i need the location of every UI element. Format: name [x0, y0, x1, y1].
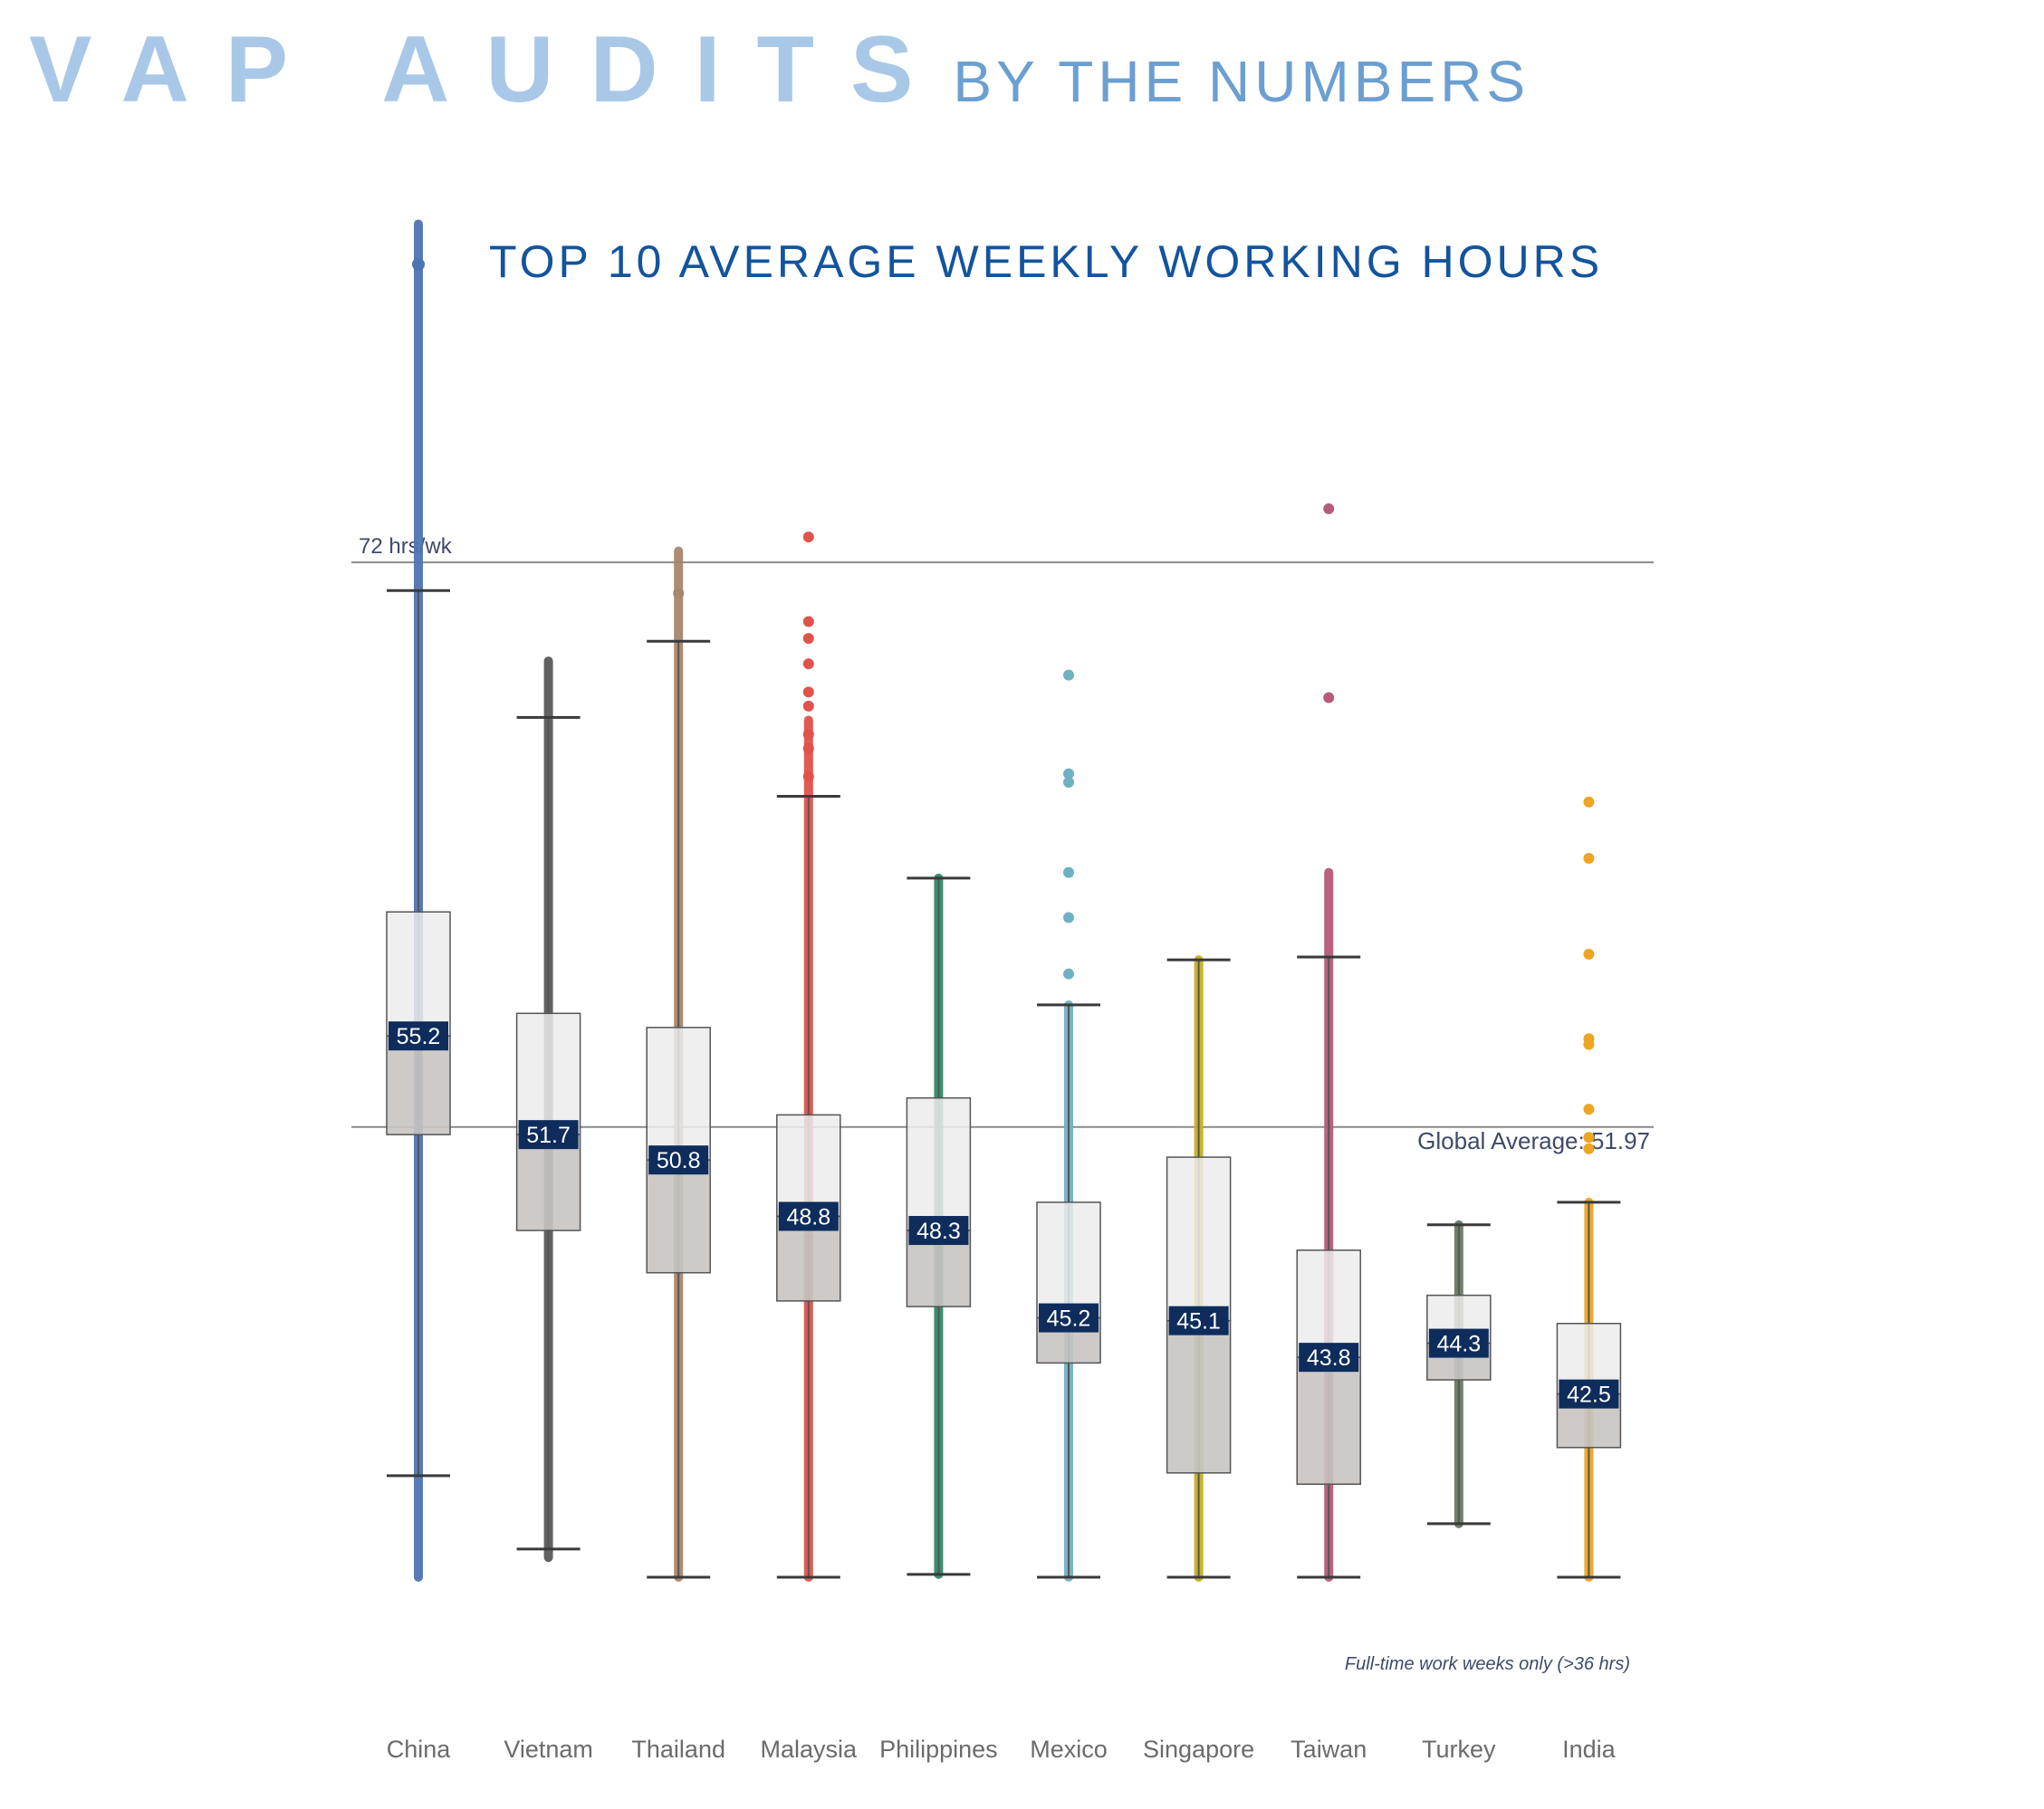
- median-label-bg: [1428, 1328, 1489, 1358]
- box-group-turkey: 44.3 Turkey: [1422, 1220, 1496, 1763]
- outlier-point: [1063, 968, 1074, 980]
- outlier-point: [1583, 1143, 1595, 1154]
- category-label: Malaysia: [761, 1736, 859, 1763]
- chart-note: Full-time work weeks only (>36 hrs): [1345, 1654, 1630, 1674]
- box-lower: [646, 1159, 711, 1274]
- category-label: Mexico: [1030, 1736, 1108, 1763]
- outlier-point: [1063, 912, 1074, 924]
- median-label: 44.3: [1436, 1332, 1481, 1357]
- median-label: 45.2: [1047, 1306, 1091, 1332]
- outlier-point: [1063, 776, 1074, 788]
- median-label-bg: [1559, 1379, 1619, 1409]
- box-upper: [776, 1114, 841, 1218]
- outlier-point: [1063, 669, 1074, 681]
- category-label: China: [387, 1736, 452, 1763]
- outlier-point: [802, 686, 814, 698]
- median-label: 45.1: [1176, 1309, 1221, 1335]
- outlier-point: [1583, 1038, 1595, 1050]
- median-label-bg: [778, 1201, 839, 1231]
- box-upper: [1036, 1201, 1101, 1319]
- box-group-malaysia: 48.8 Malaysia: [761, 531, 859, 1763]
- box-upper: [646, 1027, 711, 1161]
- median-label-bg: [389, 1021, 448, 1051]
- outlier-point: [1063, 866, 1074, 878]
- median-label: 43.8: [1307, 1345, 1351, 1371]
- box-group-thailand: 50.8 Thailand: [631, 546, 725, 1763]
- box-lower: [515, 1134, 581, 1231]
- median-label: 51.7: [526, 1123, 571, 1148]
- box-group-vietnam: 51.7 Vietnam: [504, 656, 593, 1763]
- box-lower: [1296, 1356, 1361, 1485]
- median-label-bg: [1299, 1343, 1359, 1373]
- box-lower: [386, 1035, 451, 1135]
- outlier-point: [1583, 948, 1595, 960]
- outlier-point: [673, 588, 685, 599]
- median-label-bg: [1039, 1303, 1099, 1333]
- outlier-point: [802, 531, 814, 543]
- box-upper: [386, 911, 451, 1037]
- box-upper: [515, 1012, 581, 1135]
- median-label: 48.3: [916, 1219, 961, 1244]
- outlier-point: [1583, 1132, 1595, 1144]
- outlier-point: [1583, 1104, 1595, 1115]
- category-label: Thailand: [631, 1736, 725, 1763]
- outlier-point: [802, 729, 814, 741]
- outlier-point: [1323, 692, 1335, 704]
- box-upper: [1166, 1156, 1232, 1322]
- header-title: VAP AUDITS: [29, 17, 950, 122]
- page-header: VAP AUDITS BY THE NUMBERS: [29, 16, 2021, 125]
- outlier-point: [1583, 853, 1595, 865]
- category-label: Vietnam: [504, 1736, 593, 1763]
- median-label-bg: [1168, 1306, 1229, 1335]
- box-lower: [1166, 1319, 1232, 1474]
- outlier-point: [802, 633, 814, 645]
- box-group-singapore: 45.1 Singapore: [1143, 955, 1254, 1763]
- box-group-taiwan: 43.8 Taiwan: [1291, 502, 1367, 1763]
- median-label-bg: [908, 1216, 969, 1246]
- outlier-point: [802, 700, 814, 712]
- median-label-bg: [518, 1120, 579, 1150]
- box-upper: [1296, 1249, 1361, 1358]
- outlier-point: [1063, 768, 1074, 780]
- box-group-china: 55.2 China: [386, 219, 452, 1763]
- chart-title: TOP 10 AVERAGE WEEKLY WORKING HOURS: [489, 236, 1603, 287]
- reference-line-label: 72 hrs/wk: [359, 534, 453, 559]
- header-subtitle: BY THE NUMBERS: [953, 49, 1531, 114]
- outlier-point: [802, 742, 814, 754]
- box-group-india: 42.5 India: [1556, 796, 1622, 1763]
- reference-line-label: Global Average: 51.97: [1417, 1127, 1650, 1154]
- category-label: Philippines: [879, 1736, 998, 1763]
- median-label: 50.8: [657, 1148, 701, 1173]
- outlier-point: [1583, 796, 1595, 808]
- box-group-mexico: 45.2 Mexico: [1030, 669, 1108, 1763]
- box-upper: [906, 1096, 972, 1231]
- outlier-point: [802, 770, 814, 782]
- category-label: Turkey: [1422, 1736, 1496, 1763]
- outlier-point: [1323, 502, 1335, 514]
- median-label: 48.8: [786, 1204, 830, 1230]
- category-label: India: [1562, 1736, 1617, 1763]
- median-label-bg: [648, 1145, 709, 1175]
- outlier-point: [802, 658, 814, 670]
- box-group-philippines: 48.3 Philippines: [879, 873, 998, 1763]
- median-label: 42.5: [1567, 1383, 1611, 1408]
- category-label: Taiwan: [1291, 1736, 1367, 1763]
- category-label: Singapore: [1143, 1736, 1254, 1763]
- outlier-point: [802, 616, 814, 627]
- median-label: 55.2: [397, 1024, 441, 1049]
